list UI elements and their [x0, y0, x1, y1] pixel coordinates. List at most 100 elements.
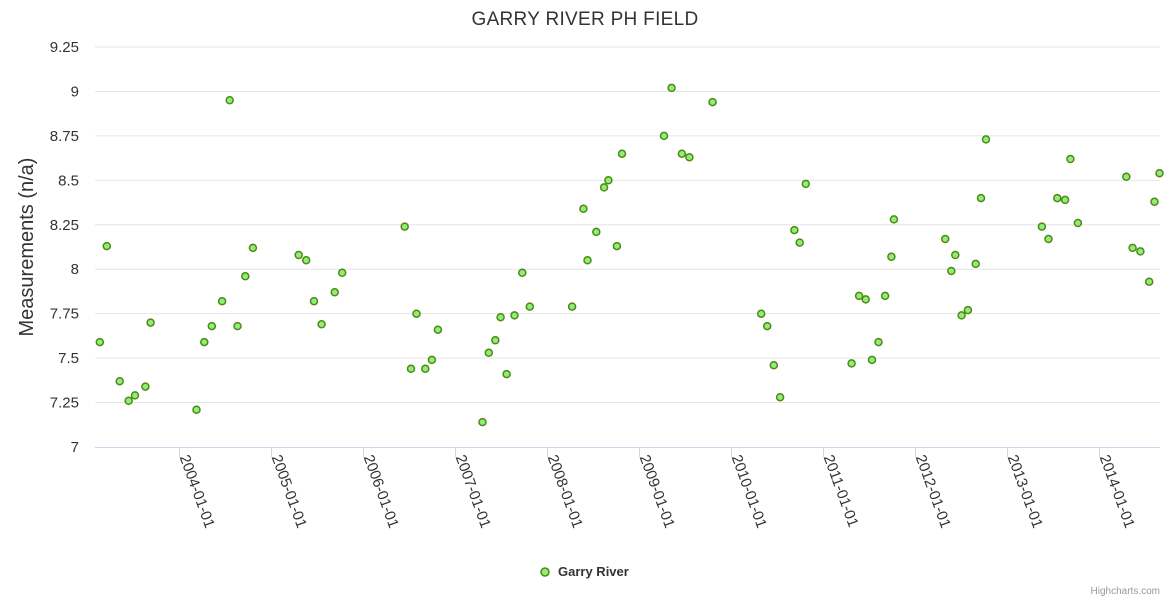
data-point[interactable]: [947, 266, 956, 276]
data-point[interactable]: [115, 376, 124, 386]
data-point[interactable]: [854, 291, 864, 301]
y-tick-label: 7.25: [50, 395, 79, 412]
data-point[interactable]: [146, 318, 155, 327]
data-point[interactable]: [861, 295, 870, 304]
credits-link[interactable]: Highcharts.com: [1091, 586, 1160, 597]
data-point[interactable]: [887, 252, 896, 262]
data-point[interactable]: [659, 131, 669, 141]
x-tick-label: 2005-01-01: [268, 453, 310, 531]
data-point[interactable]: [667, 83, 676, 93]
data-point[interactable]: [1150, 197, 1159, 206]
x-tick-label: 2011-01-01: [820, 453, 862, 530]
data-point[interactable]: [421, 364, 430, 374]
data-point[interactable]: [427, 355, 437, 365]
legend-marker-icon[interactable]: [540, 567, 550, 577]
data-point[interactable]: [309, 296, 319, 306]
data-point[interactable]: [1122, 172, 1131, 182]
data-point[interactable]: [102, 241, 112, 251]
data-point[interactable]: [95, 337, 105, 347]
data-point[interactable]: [756, 309, 766, 318]
data-point[interactable]: [207, 321, 217, 331]
data-point[interactable]: [217, 296, 227, 306]
data-point[interactable]: [592, 227, 601, 237]
data-point[interactable]: [192, 405, 201, 414]
data-point[interactable]: [940, 234, 950, 244]
data-point[interactable]: [1073, 218, 1083, 228]
data-point[interactable]: [971, 259, 980, 269]
data-point[interactable]: [301, 256, 311, 265]
data-point[interactable]: [1136, 247, 1145, 256]
data-point[interactable]: [579, 204, 588, 214]
data-point[interactable]: [130, 391, 140, 400]
data-point[interactable]: [400, 222, 409, 231]
data-point[interactable]: [433, 325, 443, 334]
data-point[interactable]: [1066, 154, 1075, 164]
data-point[interactable]: [496, 312, 505, 322]
data-point[interactable]: [612, 241, 622, 251]
data-point[interactable]: [317, 320, 326, 329]
legend-label[interactable]: Garry River: [558, 564, 629, 579]
data-point[interactable]: [406, 364, 416, 374]
x-axis: 2004-01-01 2005-01-01 2006-01-01 2007-01-01…: [95, 447, 1160, 530]
data-point[interactable]: [981, 135, 991, 144]
data-point[interactable]: [124, 396, 133, 406]
data-point[interactable]: [847, 359, 856, 368]
data-point[interactable]: [708, 97, 717, 107]
data-point[interactable]: [762, 321, 772, 331]
data-point[interactable]: [200, 337, 209, 347]
data-point[interactable]: [880, 291, 890, 301]
data-point[interactable]: [1053, 193, 1062, 203]
y-tick-label: 9.25: [50, 39, 79, 56]
data-point[interactable]: [233, 321, 242, 331]
data-point[interactable]: [484, 348, 494, 358]
data-point[interactable]: [1144, 277, 1154, 286]
data-point[interactable]: [617, 149, 627, 158]
legend[interactable]: Garry River: [540, 564, 629, 579]
data-point[interactable]: [478, 417, 487, 427]
data-point[interactable]: [889, 215, 899, 224]
data-point[interactable]: [141, 382, 150, 391]
data-point[interactable]: [677, 149, 687, 158]
chart-title: GARRY RIVER PH FIELD: [471, 9, 698, 30]
data-point[interactable]: [294, 250, 303, 260]
data-point[interactable]: [685, 152, 694, 162]
data-point[interactable]: [769, 360, 779, 370]
data-point[interactable]: [951, 250, 960, 260]
data-point[interactable]: [976, 193, 986, 203]
data-point[interactable]: [1155, 168, 1164, 178]
x-tick-label: 2012-01-01: [912, 453, 954, 531]
y-tick-label: 8.75: [50, 128, 79, 145]
data-point[interactable]: [801, 179, 811, 189]
data-point[interactable]: [510, 311, 519, 320]
data-point[interactable]: [1128, 243, 1137, 253]
data-point[interactable]: [330, 288, 339, 297]
data-point[interactable]: [583, 256, 592, 265]
data-point[interactable]: [599, 183, 609, 192]
data-point[interactable]: [604, 176, 613, 185]
y-tick-label: 8.25: [50, 217, 79, 234]
data-point[interactable]: [1044, 234, 1053, 244]
data-point[interactable]: [795, 238, 804, 247]
gridlines: [95, 46, 1160, 404]
x-tick-label: 2014-01-01: [1096, 453, 1138, 531]
data-point[interactable]: [1037, 222, 1047, 231]
data-point[interactable]: [241, 272, 250, 281]
data-point[interactable]: [957, 311, 966, 320]
data-point[interactable]: [518, 268, 527, 278]
data-point[interactable]: [248, 243, 258, 253]
data-point[interactable]: [567, 302, 577, 311]
data-point[interactable]: [225, 96, 234, 105]
data-point[interactable]: [525, 302, 535, 311]
data-point[interactable]: [775, 392, 785, 402]
data-point[interactable]: [337, 268, 347, 278]
data-point[interactable]: [867, 355, 877, 365]
data-point[interactable]: [412, 309, 421, 318]
x-tick-label: 2007-01-01: [452, 453, 494, 531]
data-point[interactable]: [491, 336, 500, 345]
data-point[interactable]: [1060, 195, 1070, 205]
data-point[interactable]: [963, 305, 973, 315]
x-tick-label: 2010-01-01: [728, 453, 770, 531]
data-point[interactable]: [502, 369, 511, 379]
data-point[interactable]: [874, 337, 883, 347]
data-point[interactable]: [790, 225, 799, 235]
